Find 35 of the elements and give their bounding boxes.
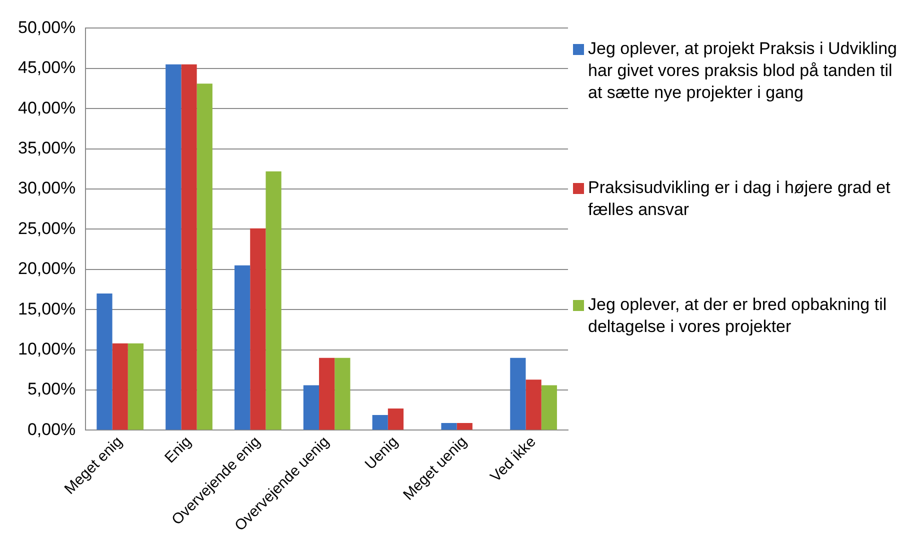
y-tick-label: 35,00% bbox=[18, 138, 76, 158]
bar bbox=[541, 385, 557, 430]
bar bbox=[334, 358, 350, 430]
bar bbox=[456, 423, 472, 430]
bar bbox=[266, 171, 282, 430]
y-tick-label: 10,00% bbox=[18, 340, 76, 359]
y-tick-label: 45,00% bbox=[18, 58, 76, 78]
y-tick-label: 50,00% bbox=[18, 18, 76, 37]
bar bbox=[128, 343, 144, 430]
y-tick-label: 40,00% bbox=[18, 98, 76, 118]
bar bbox=[510, 358, 526, 430]
y-tick-label: 5,00% bbox=[27, 380, 76, 399]
y-tick-label: 25,00% bbox=[18, 218, 76, 238]
bar bbox=[526, 380, 542, 430]
bar bbox=[234, 265, 250, 430]
legend-label: Praksisudvikling er i dag i højere grad et fælles ansvar bbox=[588, 177, 892, 221]
y-tick-label: 20,00% bbox=[18, 259, 76, 278]
y-tick-label: 30,00% bbox=[18, 178, 76, 198]
legend-label: Jeg oplever, at der er bred opbakning til deltagelse i vores projekter bbox=[588, 294, 888, 338]
legend-label: Jeg oplever, at projekt Praksis i Udvikling har givet vores praksis blod på tanden til at sætte nye projekter i gang bbox=[588, 38, 898, 104]
bar bbox=[112, 343, 128, 430]
bar bbox=[196, 84, 212, 430]
bar bbox=[250, 228, 266, 430]
x-tick-label: Enig bbox=[162, 433, 195, 467]
bar bbox=[441, 423, 457, 430]
bar bbox=[319, 358, 335, 430]
bar bbox=[181, 64, 197, 430]
x-tick-label: Ved ikke bbox=[487, 433, 540, 486]
y-tick-label: 0,00% bbox=[27, 420, 76, 439]
bar bbox=[372, 414, 388, 430]
bar bbox=[96, 294, 112, 430]
bar bbox=[388, 408, 404, 430]
bar bbox=[303, 385, 320, 430]
bar bbox=[166, 64, 182, 430]
y-tick-label: 15,00% bbox=[18, 299, 76, 318]
